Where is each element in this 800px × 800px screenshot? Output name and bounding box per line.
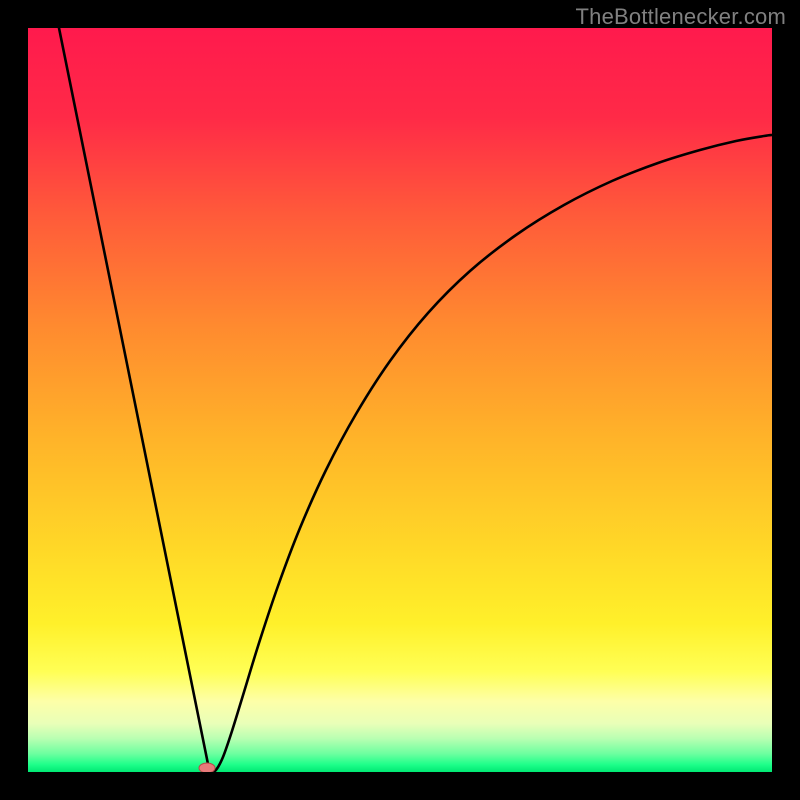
chart-frame: TheBottlenecker.com xyxy=(0,0,800,800)
plot-svg xyxy=(28,28,772,772)
watermark-text: TheBottlenecker.com xyxy=(576,4,786,30)
plot-area xyxy=(28,28,772,772)
gradient-background xyxy=(28,28,772,772)
minimum-marker xyxy=(199,763,215,772)
